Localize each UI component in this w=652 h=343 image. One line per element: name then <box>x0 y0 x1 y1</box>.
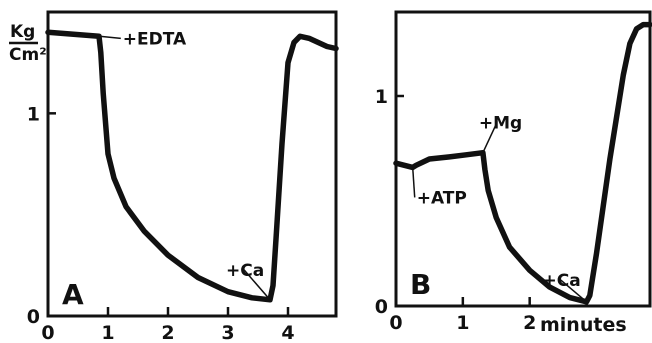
panel-b: 0 1 2 0 1 minutes +ATP +Mg +Ca B <box>375 10 652 336</box>
y-unit-label-numerator: Kg <box>10 22 35 42</box>
annotation-label: +Ca <box>226 261 264 281</box>
x-tick-label: 0 <box>389 312 402 334</box>
annotation-leader <box>560 279 587 303</box>
series-line <box>393 21 652 305</box>
annotation-leader <box>411 167 416 198</box>
x-tick-label: 0 <box>41 322 54 343</box>
x-unit-label: minutes <box>540 314 627 336</box>
panel-label: A <box>62 278 84 311</box>
y-unit-label-denominator: Cm² <box>9 45 47 65</box>
x-tick-label: 1 <box>101 322 114 343</box>
annotation-label: +EDTA <box>123 29 187 49</box>
annotation-leader <box>482 122 498 154</box>
annotation-label: +Mg <box>479 114 522 134</box>
plot-frame <box>394 10 652 308</box>
y-tick-label: 0 <box>27 306 40 328</box>
y-tick-label: 0 <box>375 296 388 318</box>
annotation-leader <box>100 35 121 40</box>
annotation-label: +ATP <box>417 188 467 208</box>
x-tick-label: 2 <box>523 312 536 334</box>
panel-a: 0 1 2 3 4 0 1 +EDTA +Ca A <box>27 10 339 343</box>
panel-label: B <box>410 268 431 301</box>
series-line <box>45 29 339 303</box>
plot-frame <box>46 10 338 318</box>
x-tick-label: 4 <box>281 322 294 343</box>
annotation-leader <box>243 269 271 301</box>
y-tick-label: 1 <box>375 86 388 108</box>
y-tick-label: 1 <box>27 103 40 125</box>
x-tick-label: 3 <box>221 322 234 343</box>
annotation-label: +Ca <box>543 271 581 291</box>
x-tick-label: 1 <box>456 312 469 334</box>
x-tick-label: 2 <box>161 322 174 343</box>
